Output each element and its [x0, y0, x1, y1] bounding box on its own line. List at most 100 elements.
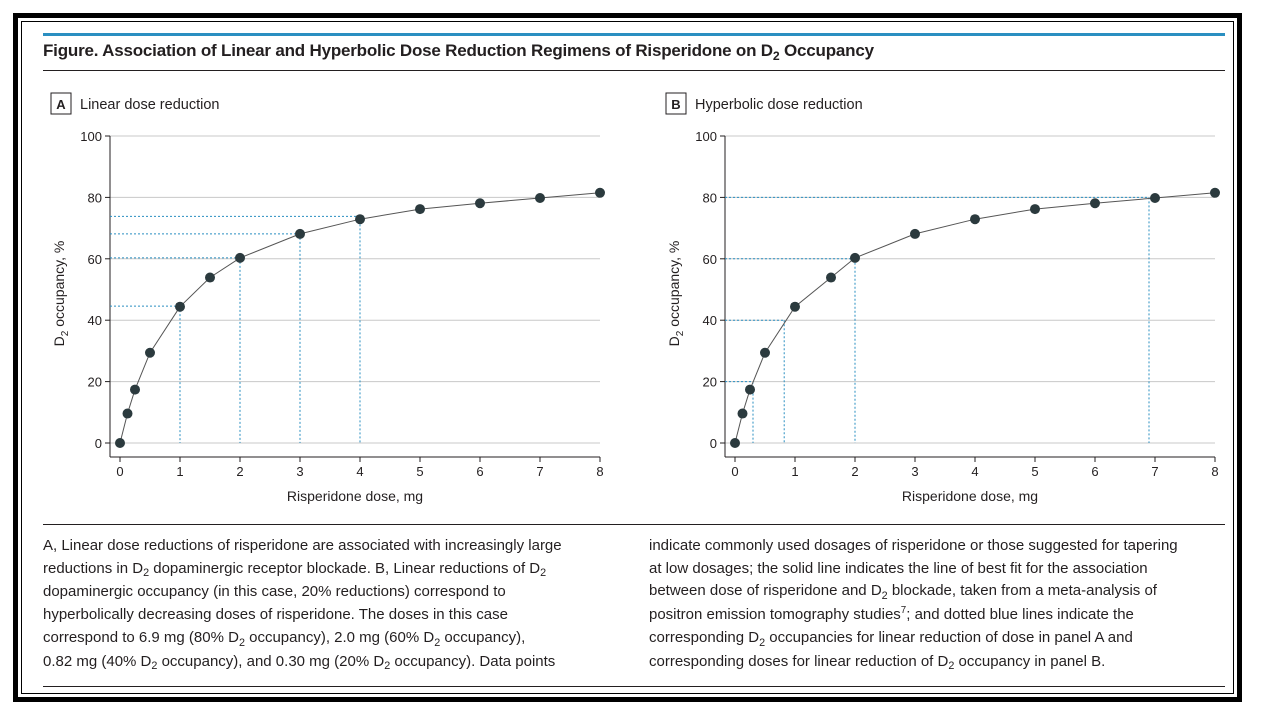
x-tick-label: 1 — [176, 464, 183, 479]
x-tick-label: 4 — [356, 464, 363, 479]
subscript: 2 — [384, 660, 391, 673]
outer-frame — [13, 13, 1242, 702]
x-tick-label: 3 — [911, 464, 918, 479]
caption-text: occupancies for linear reduction of dose… — [765, 628, 1133, 646]
panel-letter: B — [671, 97, 680, 112]
panel-letter: A — [56, 97, 66, 112]
data-point — [745, 384, 755, 395]
inner-frame — [21, 21, 1234, 694]
caption-left-line: A, Linear dose reductions of risperidone… — [43, 535, 633, 558]
data-point — [1090, 198, 1100, 209]
y-axis-label-text: D — [666, 336, 682, 346]
y-tick-label: 80 — [88, 190, 102, 205]
chart-panel-b: B Hyperbolic dose reduction 0 20 40 60 80 100 0 1… — [665, 92, 1220, 504]
caption-text: occupancy), and 0.30 mg (20% D — [157, 652, 385, 670]
caption-text: occupancy in panel B. — [954, 652, 1106, 670]
title-main: Figure. Association of Linear and Hyperb… — [43, 41, 773, 60]
x-tick-label: 5 — [416, 464, 423, 479]
caption-left-line: 0.82 mg (40% D2 occupancy), and 0.30 mg … — [43, 651, 633, 675]
title-subscript: 2 — [772, 49, 780, 64]
x-tick-label: 4 — [971, 464, 978, 479]
caption-text: corresponding D — [649, 628, 760, 646]
caption-text: ; and dotted blue lines indicate the — [906, 606, 1134, 624]
data-point — [1210, 187, 1220, 198]
y-tick-label: 0 — [710, 436, 717, 451]
x-tick-label: 6 — [1091, 464, 1098, 479]
x-tick-label: 5 — [1031, 464, 1038, 479]
subscript: 2 — [881, 590, 888, 603]
panel-title: Hyperbolic dose reduction — [695, 97, 863, 113]
data-point — [535, 193, 545, 204]
caption-text: occupancy), 2.0 mg (60% D — [244, 628, 435, 646]
data-point — [130, 384, 140, 395]
x-tick-label: 6 — [476, 464, 483, 479]
caption-right-line: corresponding doses for linear reduction… — [649, 651, 1239, 675]
y-tick-label: 100 — [695, 129, 717, 144]
caption-text: occupancy). Data points — [390, 652, 556, 670]
y-axis-label-text: occupancy, % — [666, 241, 682, 331]
caption-top-rule — [43, 524, 1225, 525]
data-point — [910, 228, 920, 239]
y-axis-label: D2 occupancy, % — [51, 241, 71, 347]
caption-left-line: reductions in D2 dopaminergic receptor b… — [43, 558, 633, 582]
y-tick-label: 80 — [703, 190, 717, 205]
chart-panel-a: A Linear dose reduction 0 20 40 60 80 100 0 1 2 3 4 5… — [50, 92, 605, 504]
x-tick-label: 1 — [791, 464, 798, 479]
y-tick-label: 40 — [88, 313, 102, 328]
caption-text: between dose of risperidone and D — [649, 582, 882, 600]
y-tick-label: 20 — [703, 375, 717, 390]
caption-text: correspond to 6.9 mg (80% D — [43, 628, 239, 646]
caption-right-line: between dose of risperidone and D2 block… — [649, 580, 1239, 604]
panel-letter-box — [50, 92, 72, 115]
y-tick-label: 100 — [80, 129, 102, 144]
data-point — [970, 214, 980, 225]
title-rule — [43, 70, 1225, 71]
x-tick-label: 2 — [851, 464, 858, 479]
caption-text: dopaminergic occupancy (in this case, 20… — [43, 583, 506, 601]
x-tick-label: 7 — [1151, 464, 1158, 479]
caption-right: indicate commonly used dosages of risper… — [649, 535, 1239, 674]
data-point — [115, 438, 125, 448]
data-point — [1150, 193, 1160, 204]
data-point — [760, 347, 770, 358]
subscript: 2 — [434, 636, 441, 649]
data-point — [1030, 204, 1040, 215]
data-point — [235, 252, 245, 263]
y-axis-label-text: D — [51, 336, 67, 346]
subscript: 2 — [540, 567, 547, 580]
x-tick-label: 8 — [1211, 464, 1218, 479]
x-tick-label: 3 — [296, 464, 303, 479]
data-point — [730, 438, 740, 448]
caption-text: dopaminergic receptor blockade. B, Linea… — [149, 559, 541, 577]
caption-left-line: dopaminergic occupancy (in this case, 20… — [43, 581, 633, 604]
x-tick-label: 0 — [731, 464, 738, 479]
data-point — [790, 301, 800, 312]
x-axis-label: Risperidone dose, mg — [902, 488, 1038, 504]
data-point — [415, 204, 425, 215]
subscript: 2 — [759, 636, 766, 649]
caption-right-line: corresponding D2 occupancies for linear … — [649, 627, 1239, 651]
figure-title: Figure. Association of Linear and Hyperb… — [43, 41, 874, 64]
caption-text: indicate commonly used dosages of risper… — [649, 537, 1178, 554]
data-point — [850, 252, 860, 263]
fit-line — [734, 192, 1216, 444]
subscript: 2 — [143, 567, 150, 580]
caption-left-line: hyperbolically decreasing doses of rispe… — [43, 604, 633, 627]
caption-bottom-rule — [43, 686, 1225, 687]
data-point — [826, 272, 836, 283]
panel-letter-box — [665, 92, 687, 115]
x-tick-label: 2 — [236, 464, 243, 479]
data-point — [205, 272, 215, 283]
x-axis-label: Risperidone dose, mg — [287, 488, 423, 504]
caption-text: corresponding doses for linear reduction… — [649, 652, 949, 670]
data-point — [295, 228, 305, 239]
y-tick-label: 20 — [88, 375, 102, 390]
data-point — [737, 408, 748, 419]
caption-text: at low dosages; the solid line indicates… — [649, 559, 1148, 577]
caption-text: hyperbolically decreasing doses of rispe… — [43, 606, 508, 624]
y-axis-label: D2 occupancy, % — [666, 241, 686, 347]
x-tick-label: 7 — [536, 464, 543, 479]
y-tick-label: 40 — [703, 313, 717, 328]
caption-text: blockade, taken from a meta-analysis of — [887, 582, 1157, 600]
